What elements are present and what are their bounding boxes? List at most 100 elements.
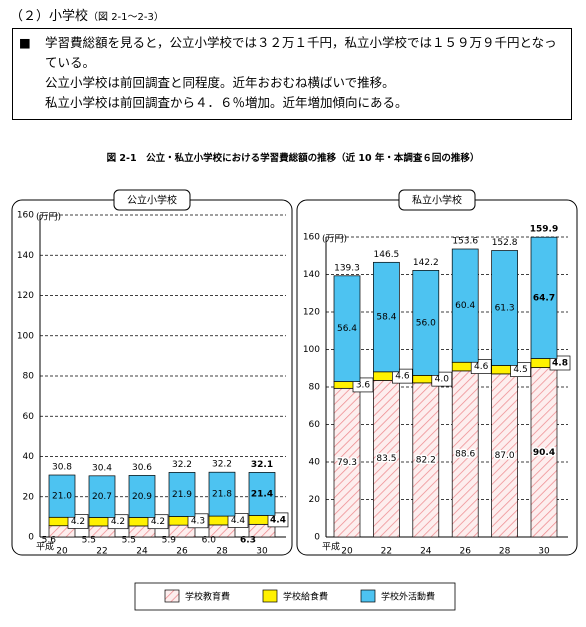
bar-segment (530, 236, 558, 359)
label-box (227, 513, 249, 528)
total-label: 142.2 (413, 258, 439, 268)
total-label: 32.2 (212, 460, 232, 470)
value-label: 56.0 (416, 318, 436, 328)
value-label: 20.9 (132, 492, 152, 502)
total-label: 30.8 (52, 463, 72, 473)
panel-title: 公立小学校 (127, 194, 177, 207)
value-label: 82.2 (416, 455, 436, 465)
x-tick-label: 20 (56, 547, 68, 557)
total-label: 139.3 (334, 263, 360, 273)
value-label: 4.2 (151, 517, 165, 527)
heading-ref: （図 2-1～2-3） (88, 12, 164, 23)
value-label: 4.5 (513, 365, 527, 375)
total-label: 159.9 (530, 225, 558, 235)
y-tick-label: 60 (23, 412, 35, 422)
label-box (147, 514, 169, 530)
total-label: 30.6 (132, 463, 152, 473)
bar-segment (373, 380, 400, 538)
y-tick-label: 20 (23, 492, 35, 502)
y-tick-label: 160 (17, 211, 34, 221)
bar-segment (168, 472, 196, 517)
legend-box (134, 582, 456, 611)
value-label: 6.0 (202, 536, 217, 546)
value-label: 20.7 (92, 492, 112, 502)
bar-segment (128, 475, 156, 518)
value-label: 79.3 (337, 458, 357, 468)
bar-segment (451, 370, 479, 538)
x-tick-label: 26 (176, 547, 188, 557)
panel-title-box (113, 189, 191, 211)
y-unit: (万円) (36, 212, 61, 223)
legend-label: 学校外活動費 (381, 591, 435, 603)
value-label: 64.7 (533, 293, 555, 303)
value-label: 88.6 (455, 449, 475, 459)
y-tick-label: 60 (309, 420, 321, 430)
x-axis-label: 平成 (36, 541, 54, 553)
y-tick-label: 40 (309, 458, 321, 468)
bar-segment (530, 367, 558, 538)
bar-segment (451, 248, 479, 363)
value-label: 21.4 (251, 489, 273, 499)
y-unit: (万円) (322, 234, 347, 245)
label-box (267, 512, 289, 528)
x-tick-label: 24 (420, 547, 432, 557)
legend-label: 学校教育費 (185, 591, 230, 603)
value-label: 4.4 (231, 516, 246, 526)
y-tick-label: 0 (28, 533, 34, 543)
total-label: 146.5 (374, 250, 400, 260)
x-tick-label: 22 (381, 547, 392, 557)
legend-swatch (360, 589, 376, 603)
value-label: 21.9 (172, 490, 192, 500)
x-tick-label: 24 (136, 547, 148, 557)
y-tick-label: 100 (17, 331, 34, 341)
y-tick-label: 140 (303, 270, 320, 280)
bar-segment (412, 270, 440, 376)
label-box (67, 514, 89, 529)
bar-segment (48, 474, 76, 518)
total-label: 32.1 (251, 460, 273, 470)
bar-segment (491, 250, 518, 366)
y-tick-label: 160 (303, 233, 320, 243)
value-label: 4.3 (191, 516, 205, 526)
value-label: 87.0 (495, 451, 515, 461)
bar-segment (208, 471, 236, 517)
value-label: 4.8 (552, 359, 568, 369)
value-label: 3.6 (356, 380, 371, 390)
x-tick-label: 30 (256, 547, 268, 557)
x-tick-label: 20 (341, 547, 353, 557)
x-tick-label: 22 (96, 547, 107, 557)
label-box (549, 355, 571, 371)
bar-segment (333, 275, 361, 382)
x-tick-label: 28 (216, 547, 228, 557)
bar-segment (333, 387, 361, 538)
legend-label: 学校給食費 (283, 591, 328, 603)
bar-segment (491, 373, 518, 538)
summary-line: 学習費総額を見ると，公立小学校では３２万１千円，私立小学校では１５９万９千円とな… (45, 35, 557, 70)
legend-swatch (262, 589, 278, 603)
heading-title: （２）小学校 (10, 9, 89, 24)
total-label: 152.8 (492, 238, 518, 248)
value-label: 4.2 (111, 517, 125, 527)
label-box (510, 362, 531, 378)
y-tick-label: 20 (309, 495, 321, 505)
total-label: 32.2 (172, 460, 192, 470)
y-tick-label: 40 (23, 452, 35, 462)
value-label: 4.4 (270, 515, 286, 525)
x-tick-label: 28 (499, 547, 511, 557)
value-label: 5.9 (162, 536, 177, 546)
value-label: 21.0 (52, 492, 72, 502)
summary-line: 公立小学校は前回調査と同程度。近年おおむね横ばいで推移。 (45, 75, 395, 90)
value-label: 83.5 (376, 454, 396, 464)
value-label: 4.2 (71, 517, 85, 527)
y-tick-label: 100 (303, 345, 320, 355)
bar-segment (373, 261, 400, 373)
y-tick-label: 0 (314, 533, 320, 543)
value-label: 58.4 (376, 313, 396, 323)
summary-row: ■ 学習費総額を見ると，公立小学校では３２万１千円，私立小学校では１５９万９千円と… (19, 33, 565, 73)
panel-title: 私立小学校 (412, 194, 462, 207)
bar-segment (88, 475, 116, 518)
figure-title: 図 2-1 公立・私立小学校における学習費総額の推移（近 10 年・本調査６回の… (106, 153, 480, 164)
y-tick-label: 120 (17, 291, 34, 301)
